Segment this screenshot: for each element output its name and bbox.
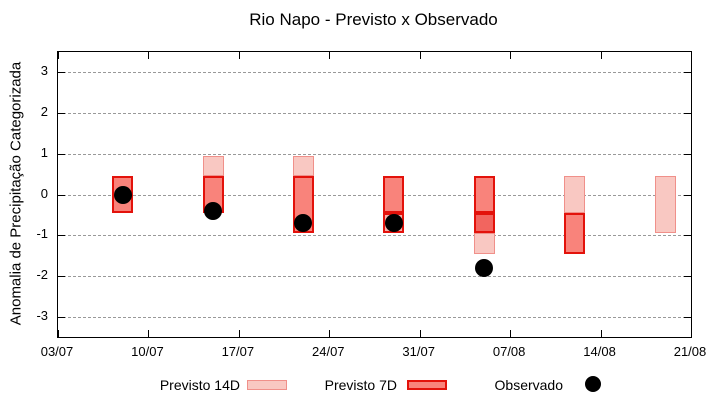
observed-dot — [475, 258, 494, 277]
x-tick-mark — [419, 330, 421, 337]
forecast-bar-segment-14d — [654, 176, 676, 234]
forecast-bar-segment-7d — [564, 212, 586, 254]
y-tick-label: -3 — [36, 307, 48, 323]
forecast-bar-segment-7d — [473, 176, 495, 213]
x-tick-mark — [58, 52, 59, 59]
legend-observado-dot-icon — [585, 376, 601, 392]
y-tick-mark — [684, 113, 691, 115]
y-tick-mark — [58, 275, 65, 277]
y-tick-mark — [684, 316, 691, 318]
gridline-y--3 — [58, 316, 691, 318]
gridline-y-1 — [58, 153, 691, 155]
x-tick-mark — [600, 330, 602, 337]
legend-label-previsto-14d: Previsto 14D — [159, 377, 240, 393]
x-tick-mark — [691, 330, 692, 337]
legend-label-observado: Observado — [494, 377, 563, 393]
y-tick-mark — [58, 72, 65, 74]
y-tick-mark — [58, 235, 65, 237]
y-tick-label: 2 — [40, 104, 48, 120]
x-tick-mark — [510, 330, 512, 337]
y-tick-label: 1 — [40, 144, 48, 160]
observed-dot — [384, 214, 403, 232]
x-tick-mark — [691, 52, 692, 59]
x-tick-label: 03/07 — [40, 344, 74, 359]
x-tick-mark — [238, 52, 240, 59]
chart-title: Rio Napo - Previsto x Observado — [249, 10, 498, 29]
y-tick-mark — [58, 316, 65, 318]
x-tick-label: 21/08 — [673, 344, 707, 359]
y-tick-label: -2 — [36, 266, 48, 282]
forecast-bar-segment-14d — [564, 176, 586, 213]
x-tick-mark — [148, 330, 150, 337]
observed-dot — [204, 201, 223, 220]
forecast-bar-segment-14d — [473, 233, 495, 254]
x-tick-mark — [419, 52, 421, 59]
y-tick-mark — [684, 194, 691, 196]
forecast-bar-segment-14d — [292, 155, 314, 177]
x-tick-label: 31/07 — [402, 344, 435, 359]
forecast-bar-segment-7d — [383, 176, 405, 213]
observed-dot — [113, 185, 132, 204]
forecast-bar-segment-overlap — [473, 212, 495, 234]
y-tick-mark — [684, 153, 691, 155]
x-tick-label: 24/07 — [312, 344, 345, 359]
x-tick-mark — [58, 330, 59, 337]
y-tick-mark — [684, 235, 691, 237]
x-tick-label: 17/07 — [221, 344, 255, 359]
y-tick-label: 0 — [40, 185, 48, 201]
y-tick-mark — [684, 275, 691, 277]
y-tick-label: 3 — [40, 63, 48, 79]
observed-dot — [294, 214, 313, 232]
x-tick-mark — [600, 52, 602, 59]
x-tick-mark — [510, 52, 512, 59]
y-tick-mark — [58, 113, 65, 115]
gridline-y-0 — [58, 194, 691, 196]
legend-label-previsto-7d: Previsto 7D — [324, 377, 397, 393]
gridline-y--1 — [58, 235, 691, 237]
y-tick-mark — [58, 153, 65, 155]
legend-swatch-previsto-7d — [407, 380, 447, 390]
y-tick-label: -1 — [36, 226, 48, 242]
x-tick-mark — [329, 52, 331, 59]
x-tick-label: 10/07 — [131, 344, 164, 359]
legend-swatch-previsto-14d — [247, 380, 287, 390]
x-tick-mark — [238, 330, 240, 337]
y-tick-mark — [684, 72, 691, 74]
gridline-y-2 — [58, 113, 691, 115]
x-tick-label: 14/08 — [583, 344, 616, 359]
forecast-bar-segment-14d — [202, 155, 224, 177]
x-tick-label: 07/08 — [492, 344, 526, 359]
y-tick-mark — [58, 194, 65, 196]
plot-area — [57, 51, 692, 338]
x-tick-mark — [329, 330, 331, 337]
gridline-y--2 — [58, 275, 691, 277]
gridline-y-3 — [58, 72, 691, 74]
x-tick-mark — [148, 52, 150, 59]
